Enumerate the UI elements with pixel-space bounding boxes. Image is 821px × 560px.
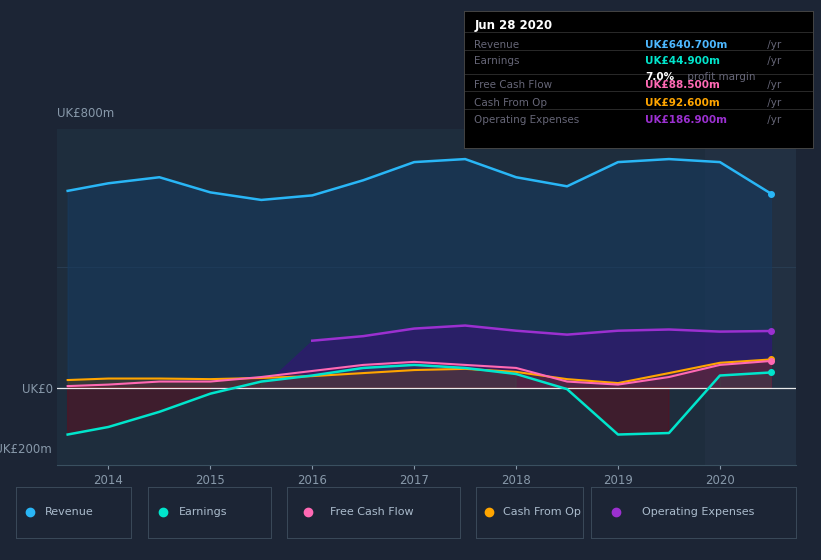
Text: Earnings: Earnings (475, 57, 520, 67)
Text: Cash From Op: Cash From Op (475, 97, 548, 108)
Text: 7.0%: 7.0% (645, 72, 674, 82)
Text: UK£44.900m: UK£44.900m (645, 57, 720, 67)
Text: UK£92.600m: UK£92.600m (645, 97, 720, 108)
Text: UK£88.500m: UK£88.500m (645, 80, 720, 90)
Text: /yr: /yr (764, 80, 782, 90)
Text: Earnings: Earnings (178, 507, 227, 517)
Text: Jun 28 2020: Jun 28 2020 (475, 20, 553, 32)
Text: Revenue: Revenue (45, 507, 94, 517)
Text: /yr: /yr (764, 40, 782, 50)
Text: /yr: /yr (764, 115, 782, 125)
Bar (704, 129, 796, 465)
Text: Revenue: Revenue (475, 40, 520, 50)
Text: /yr: /yr (764, 57, 782, 67)
Text: UK£640.700m: UK£640.700m (645, 40, 727, 50)
Text: Operating Expenses: Operating Expenses (642, 507, 754, 517)
Text: Free Cash Flow: Free Cash Flow (330, 507, 414, 517)
Text: Cash From Op: Cash From Op (502, 507, 580, 517)
Text: profit margin: profit margin (684, 72, 755, 82)
Text: Free Cash Flow: Free Cash Flow (475, 80, 553, 90)
Text: Operating Expenses: Operating Expenses (475, 115, 580, 125)
Text: UK£186.900m: UK£186.900m (645, 115, 727, 125)
Text: UK£800m: UK£800m (57, 108, 115, 120)
Text: /yr: /yr (764, 97, 782, 108)
